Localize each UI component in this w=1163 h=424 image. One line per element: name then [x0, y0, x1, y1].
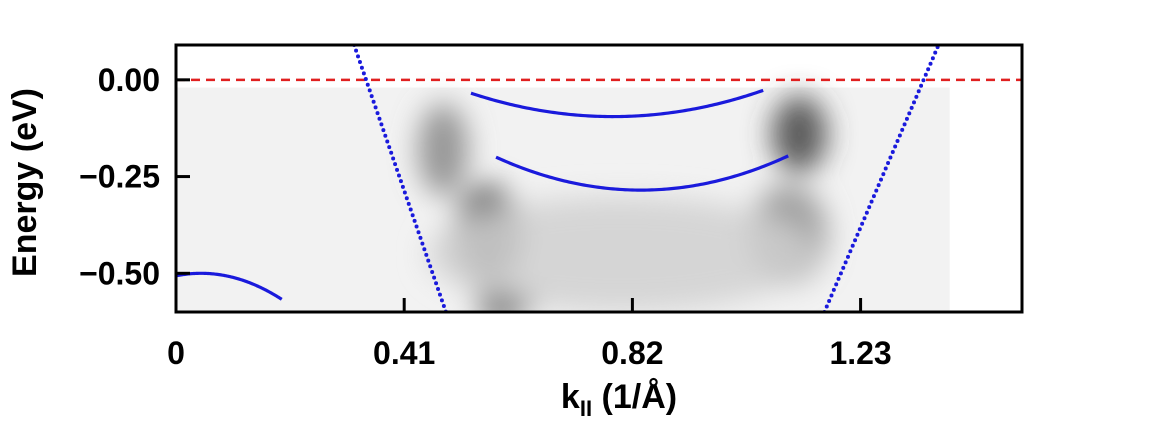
x-axis-title-subscript: II [580, 396, 592, 421]
y-tick-label: 0.00 [98, 62, 160, 98]
y-tick-label: −0.50 [79, 255, 160, 291]
y-tick-label: −0.25 [79, 159, 160, 195]
x-tick-label: 1.23 [829, 335, 891, 371]
heatmap-blob [771, 95, 828, 173]
x-axis-title-unit: (1/Å) [592, 378, 677, 416]
heatmap-blob [426, 195, 817, 312]
y-axis-title: Energy (eV) [6, 88, 44, 277]
arpes-intensity-heatmap [176, 87, 950, 312]
plot-frame [174, 43, 1024, 314]
parabolic-band-curve [495, 154, 789, 192]
x-axis-title-main: k [561, 378, 580, 416]
parabolic-band-curve [470, 88, 764, 119]
x-tick-label: 0.82 [601, 335, 663, 371]
heatmap-blob [418, 103, 469, 196]
dotted-band-line [822, 45, 941, 312]
x-axis-ticks: 0 0.41 0.82 1.23 [167, 298, 892, 371]
band-curves [176, 45, 941, 312]
dotted-band-line [352, 45, 448, 312]
x-axis-title: kII (1/Å) [561, 378, 677, 421]
heatmap-blobs [418, 95, 828, 312]
parabolic-band-curve [176, 271, 283, 301]
y-axis-ticks: 0.00 −0.25 −0.50 [79, 62, 190, 291]
x-tick-label: 0.41 [373, 335, 435, 371]
x-tick-label: 0 [167, 335, 185, 371]
